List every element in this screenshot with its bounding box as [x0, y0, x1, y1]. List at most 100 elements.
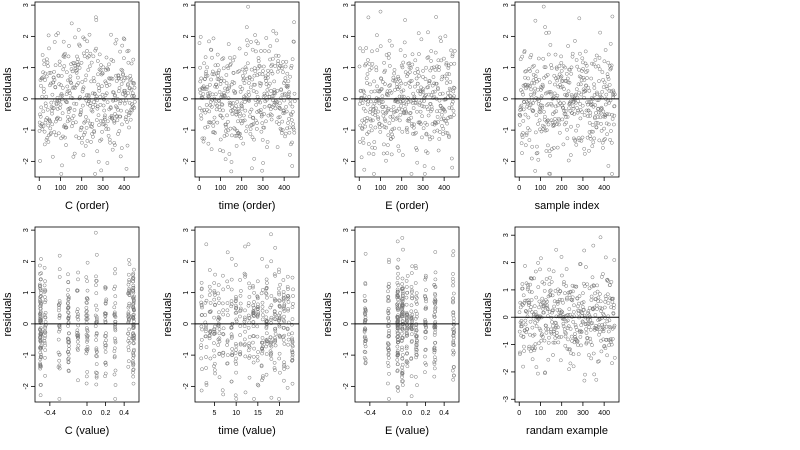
data-point: [609, 89, 614, 94]
data-point: [553, 336, 558, 340]
data-point: [72, 108, 77, 112]
data-point: [558, 289, 562, 293]
data-point: [609, 342, 614, 347]
data-point: [88, 51, 93, 56]
data-point: [546, 122, 551, 127]
data-point: [433, 277, 438, 282]
data-point: [396, 315, 400, 319]
data-point: [378, 130, 383, 134]
data-point: [543, 25, 547, 29]
data-point: [550, 103, 554, 108]
data-point: [278, 304, 282, 309]
data-point: [39, 352, 43, 357]
data-point: [420, 135, 424, 140]
data-point: [280, 66, 284, 71]
data-point: [43, 279, 47, 284]
data-point: [229, 336, 234, 340]
data-point: [269, 259, 274, 264]
data-point: [243, 274, 247, 279]
data-point: [204, 355, 208, 359]
data-point: [575, 339, 580, 344]
data-point: [101, 103, 106, 108]
data-point: [225, 361, 230, 366]
data-point: [537, 109, 542, 114]
data-point: [425, 122, 429, 127]
data-point: [595, 115, 600, 119]
y-axis-title: residuals: [322, 292, 334, 337]
data-point: [91, 76, 96, 80]
data-point: [387, 84, 392, 88]
data-point: [424, 296, 428, 301]
data-point: [251, 82, 256, 87]
data-point: [603, 294, 608, 299]
data-point: [292, 20, 296, 25]
data-point: [104, 127, 109, 131]
data-point: [395, 362, 400, 367]
data-point: [563, 330, 567, 335]
data-point: [362, 329, 367, 334]
data-point: [445, 91, 450, 95]
data-point: [131, 306, 136, 310]
data-point: [363, 298, 368, 303]
data-point: [214, 82, 219, 87]
data-point: [212, 327, 217, 332]
data-point: [278, 311, 282, 315]
data-point: [48, 119, 52, 124]
data-point: [108, 106, 113, 111]
data-point: [567, 307, 572, 311]
data-point: [523, 75, 527, 80]
data-point: [423, 335, 428, 340]
data-point: [290, 104, 295, 109]
data-point: [210, 92, 215, 97]
data-point: [277, 299, 282, 303]
data-point: [599, 309, 604, 313]
data-point: [563, 343, 568, 348]
data-point: [212, 361, 217, 366]
data-point: [400, 383, 405, 387]
data-point: [579, 330, 584, 334]
data-point: [378, 9, 383, 14]
data-point: [38, 309, 43, 314]
data-point: [400, 286, 405, 291]
data-point: [519, 103, 524, 108]
data-point: [212, 368, 217, 372]
data-point: [600, 323, 605, 327]
data-point: [250, 166, 254, 171]
data-point: [81, 87, 85, 91]
data-point: [387, 371, 391, 376]
data-point: [53, 63, 58, 68]
data-point: [112, 287, 117, 291]
data-point: [62, 55, 67, 59]
data-point: [229, 332, 234, 337]
data-point: [251, 303, 256, 308]
data-point: [78, 110, 83, 115]
data-point: [382, 60, 386, 65]
data-point: [260, 308, 265, 313]
data-point: [42, 90, 46, 94]
data-point: [38, 362, 42, 367]
data-point: [214, 107, 219, 112]
data-point: [124, 166, 129, 171]
x-axis-title: time (order): [219, 200, 276, 212]
data-point: [604, 84, 609, 89]
data-point: [557, 118, 561, 123]
data-point: [451, 300, 455, 305]
y-tick-label: 3: [23, 3, 30, 7]
data-point: [248, 132, 253, 136]
data-point: [292, 91, 297, 96]
data-point: [66, 272, 70, 277]
data-point: [520, 282, 525, 286]
data-point: [273, 91, 277, 96]
data-point: [568, 153, 573, 157]
data-point: [576, 82, 581, 87]
data-point: [72, 61, 77, 66]
data-point: [524, 298, 529, 303]
data-point: [100, 129, 104, 134]
data-point: [536, 341, 541, 346]
data-point: [88, 103, 92, 108]
data-point: [38, 347, 43, 351]
data-point: [550, 293, 555, 298]
data-point: [119, 108, 123, 113]
data-point: [113, 339, 118, 343]
data-point: [217, 351, 222, 356]
